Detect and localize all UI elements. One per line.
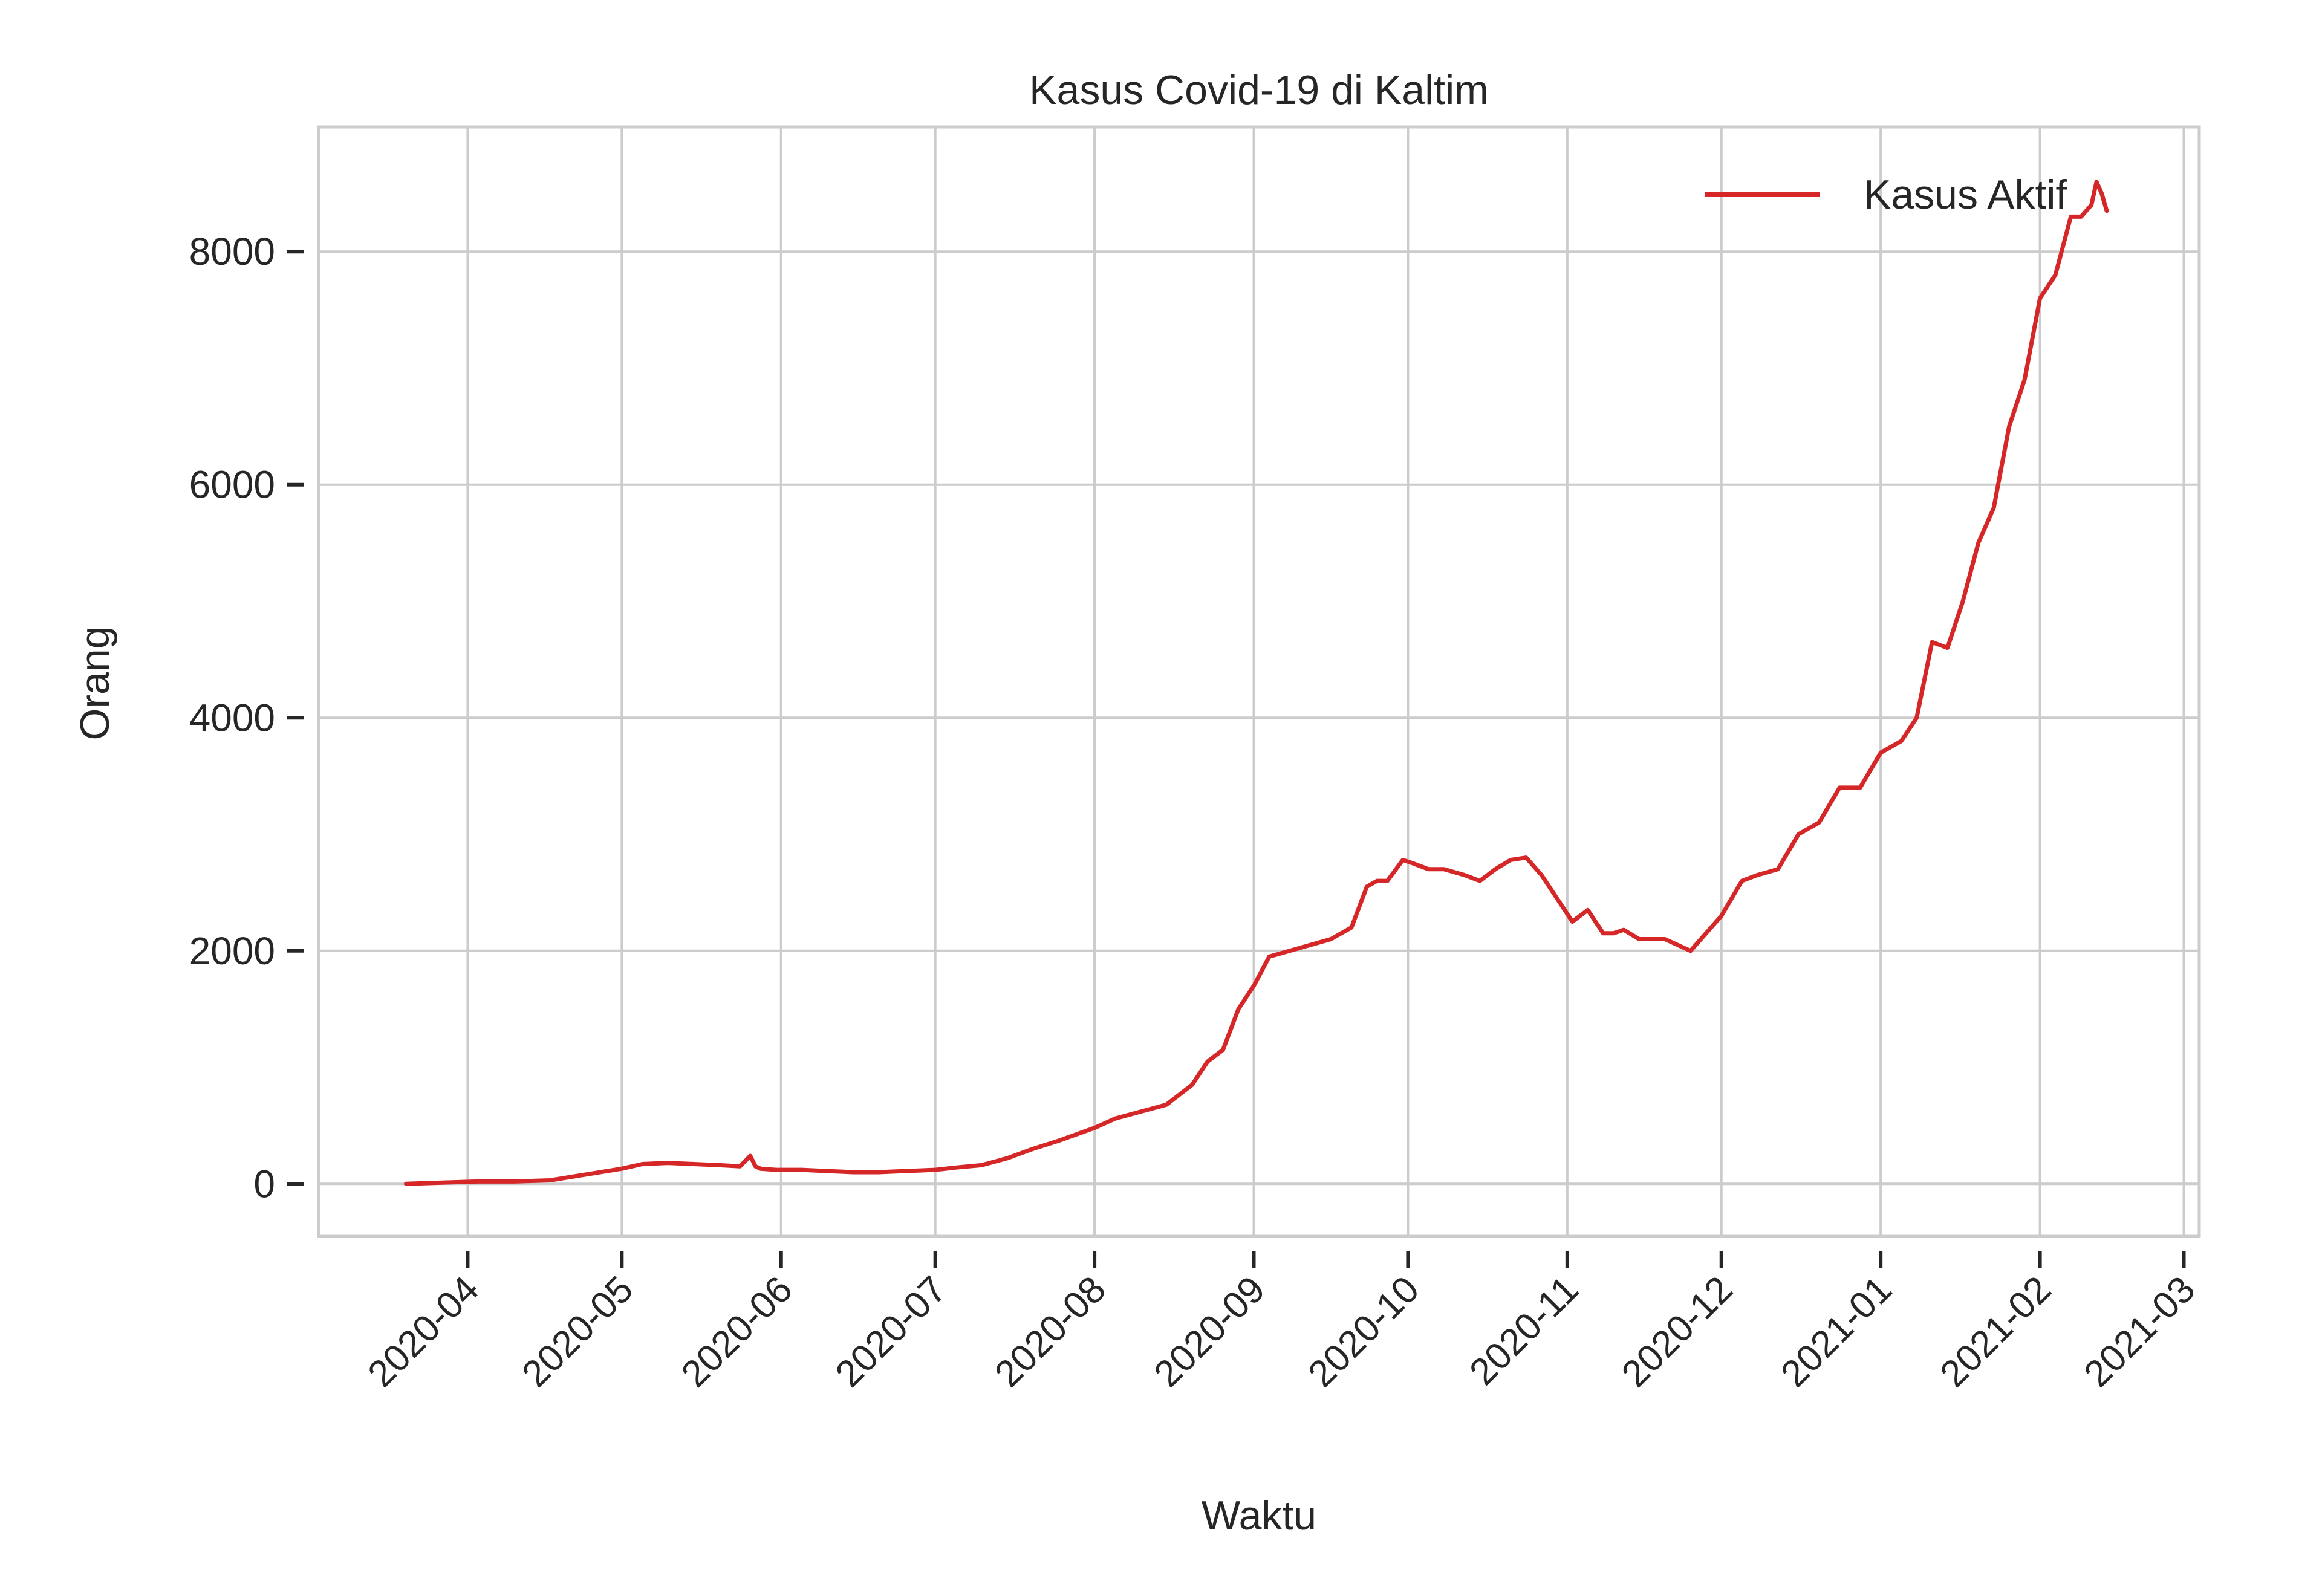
- chart-title: Kasus Covid-19 di Kaltim: [1029, 67, 1489, 113]
- x-tick-label: 2020-05: [515, 1268, 642, 1395]
- x-tick-label: 2020-11: [1462, 1268, 1586, 1393]
- x-axis-label: Waktu: [1202, 1493, 1316, 1539]
- y-tick-label: 6000: [189, 463, 275, 507]
- x-tick-label: 2020-07: [828, 1268, 955, 1395]
- y-tick-label: 0: [253, 1162, 275, 1205]
- grid: [319, 127, 2199, 1236]
- series-line-kasus-aktif: [404, 180, 2109, 1186]
- x-tick-label: 2020-08: [987, 1268, 1114, 1395]
- y-tick-label: 2000: [189, 929, 275, 973]
- y-tick-label: 8000: [189, 230, 275, 273]
- x-tick-label: 2020-12: [1614, 1268, 1741, 1395]
- x-tick-label: 2020-09: [1146, 1268, 1273, 1395]
- series-layer: [404, 180, 2109, 1186]
- legend: Kasus Aktif: [1705, 172, 2067, 218]
- plot-frame: [317, 125, 2201, 1238]
- x-tick-label: 2020-06: [674, 1268, 801, 1395]
- x-tick-label: 2021-03: [2076, 1268, 2203, 1395]
- plot-background: [319, 127, 2199, 1236]
- x-tick-label: 2021-01: [1773, 1268, 1900, 1395]
- y-axis-label: Orang: [72, 626, 118, 741]
- legend-label-kasus-aktif: Kasus Aktif: [1864, 172, 2067, 218]
- x-tick-label: 2020-10: [1301, 1268, 1428, 1395]
- x-tick-label: 2020-04: [360, 1268, 487, 1395]
- y-tick-label: 4000: [189, 696, 275, 739]
- x-tick-label: 2021-02: [1933, 1268, 2060, 1395]
